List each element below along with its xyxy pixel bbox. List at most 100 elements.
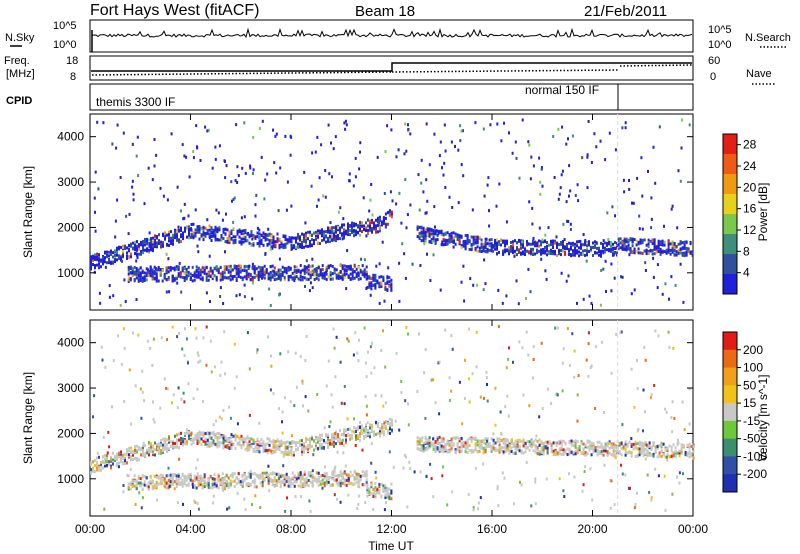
range-gate-cell xyxy=(570,439,573,443)
range-gate-cell xyxy=(395,202,398,206)
range-gate-cell xyxy=(527,140,530,144)
range-gate-cell xyxy=(276,444,279,448)
range-gate-cell xyxy=(133,265,136,269)
range-gate-cell xyxy=(266,233,269,237)
range-gate-cell xyxy=(663,250,666,254)
range-gate-cell xyxy=(256,235,259,239)
range-gate-cell xyxy=(512,442,515,446)
range-gate-cell xyxy=(428,228,431,232)
range-gate-cell xyxy=(439,140,442,144)
range-gate-cell xyxy=(232,239,235,243)
range-gate-cell xyxy=(312,270,315,274)
range-gate-cell xyxy=(303,484,306,488)
range-gate-cell xyxy=(590,447,593,450)
range-gate-cell xyxy=(387,422,389,425)
range-gate-cell xyxy=(653,245,656,249)
range-gate-cell xyxy=(199,277,202,281)
range-gate-cell xyxy=(355,430,357,433)
range-gate-cell xyxy=(623,238,626,242)
range-gate-cell xyxy=(443,161,446,165)
range-gate-cell xyxy=(351,429,353,433)
range-gate-cell xyxy=(339,442,341,445)
range-gate-cell xyxy=(513,254,516,258)
range-gate-cell xyxy=(325,268,328,272)
range-gate-cell xyxy=(200,437,203,441)
range-gate-cell xyxy=(536,451,539,455)
range-gate-cell xyxy=(683,240,686,244)
range-gate-cell xyxy=(582,297,585,301)
range-gate-cell xyxy=(484,446,487,450)
range-gate-cell xyxy=(466,443,469,447)
range-gate-cell xyxy=(192,150,195,153)
range-gate-cell xyxy=(137,475,140,479)
range-gate-cell xyxy=(580,441,583,445)
range-gate-cell xyxy=(203,271,206,275)
range-gate-cell xyxy=(242,443,245,447)
range-gate-cell xyxy=(215,484,218,488)
range-gate-cell xyxy=(253,267,256,271)
range-gate-cell xyxy=(450,240,453,243)
range-gate-cell xyxy=(158,442,160,446)
range-gate-cell xyxy=(577,199,580,203)
range-gate-cell xyxy=(532,247,534,251)
range-gate-cell xyxy=(233,264,236,268)
range-gate-cell xyxy=(303,170,306,174)
range-gate-cell xyxy=(480,440,483,444)
range-gate-cell xyxy=(349,277,352,281)
range-gate-cell xyxy=(538,452,541,456)
range-gate-cell xyxy=(556,244,558,248)
range-gate-cell xyxy=(567,220,570,223)
range-gate-cell xyxy=(162,449,164,453)
range-gate-cell xyxy=(170,230,172,234)
range-gate-cell xyxy=(279,277,282,281)
range-gate-cell xyxy=(323,274,326,278)
range-gate-cell xyxy=(268,437,271,441)
range-gate-cell xyxy=(233,472,236,476)
range-gate-cell xyxy=(223,483,226,487)
range-gate-cell xyxy=(359,150,361,154)
range-gate-cell xyxy=(454,232,457,236)
range-gate-cell xyxy=(129,271,132,275)
range-gate-cell xyxy=(600,252,602,256)
range-gate-cell xyxy=(199,477,202,481)
range-gate-cell xyxy=(291,453,293,457)
range-gate-cell xyxy=(669,248,672,252)
range-gate-cell xyxy=(251,278,254,282)
range-gate-cell xyxy=(148,449,150,453)
range-gate-cell xyxy=(128,249,130,253)
range-gate-cell xyxy=(321,438,323,442)
range-gate-cell xyxy=(268,239,271,243)
range-gate-cell xyxy=(217,267,220,271)
range-gate-cell xyxy=(231,199,233,203)
range-gate-cell xyxy=(500,445,503,449)
range-gate-cell xyxy=(458,239,461,243)
range-gate-cell xyxy=(568,451,571,455)
range-gate-cell xyxy=(480,246,483,250)
range-gate-cell xyxy=(139,277,142,281)
range-gate-cell xyxy=(289,153,292,157)
range-gate-cell xyxy=(228,238,231,242)
range-gate-cell xyxy=(116,198,119,202)
range-gate-cell xyxy=(450,437,453,441)
range-gate-cell xyxy=(552,250,554,253)
range-gate-cell xyxy=(478,236,481,240)
range-gate-cell xyxy=(110,464,112,468)
range-gate-cell xyxy=(142,241,144,245)
range-gate-cell xyxy=(297,441,299,445)
range-gate-cell xyxy=(384,150,387,153)
range-gate-cell xyxy=(111,142,114,146)
range-gate-cell xyxy=(226,240,229,244)
range-gate-cell xyxy=(548,243,550,247)
range-gate-cell xyxy=(150,445,152,449)
range-gate-cell xyxy=(532,440,535,444)
range-gate-cell xyxy=(267,481,270,485)
range-gate-cell xyxy=(486,183,489,187)
range-gate-cell xyxy=(522,451,525,455)
range-gate-cell xyxy=(388,487,391,491)
range-gate-cell xyxy=(426,233,429,237)
range-gate-cell xyxy=(96,263,98,267)
range-gate-cell xyxy=(280,240,283,244)
range-gate-cell xyxy=(511,151,514,155)
range-gate-cell xyxy=(252,441,255,445)
range-gate-cell xyxy=(347,233,349,236)
